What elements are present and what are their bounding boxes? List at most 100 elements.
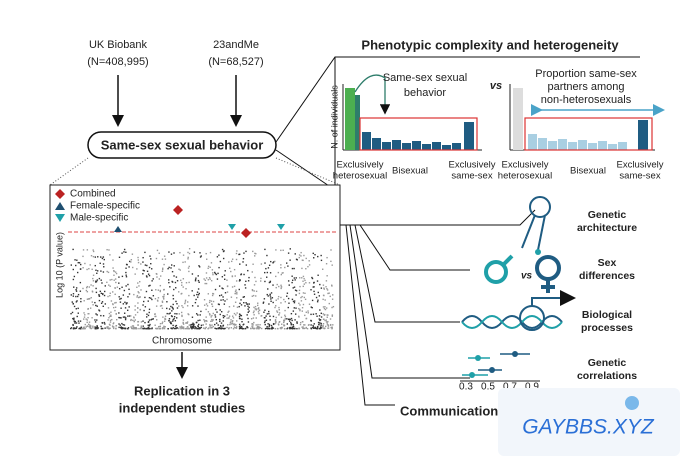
point [230,260,233,263]
point [102,256,105,258]
point [182,321,184,324]
point [162,267,164,269]
point [173,265,175,267]
point [169,312,171,314]
point [96,305,98,307]
point [109,324,111,326]
icon-sex [484,254,561,293]
point [136,327,138,330]
point [319,322,321,324]
point [286,323,289,325]
point [268,327,270,330]
point [282,249,284,251]
point [307,265,309,268]
point [257,323,259,326]
point [143,300,145,303]
point [114,271,117,273]
point [72,317,74,320]
y-axis-label: Log 10 (P value) [54,232,64,298]
point [144,251,146,254]
hit [228,224,236,230]
point [266,254,268,257]
point [253,310,255,312]
point [296,259,298,261]
point [83,318,85,320]
point [182,326,185,328]
finding: Sex [598,257,617,269]
point [143,309,145,312]
point [87,316,89,319]
point [212,273,214,276]
point [228,315,231,317]
point [123,251,125,253]
point [272,327,275,329]
point [121,327,124,329]
point [205,277,208,279]
point [239,279,241,281]
point [246,314,248,316]
point [154,313,156,315]
point [224,278,226,280]
point [322,325,324,327]
point [146,264,148,267]
point [233,326,236,328]
point [138,292,140,294]
point [294,319,296,321]
point [312,324,314,327]
point [158,252,160,254]
point [293,267,295,270]
point [115,272,118,275]
point [98,293,100,296]
point [152,318,154,320]
point [74,327,76,330]
point [290,327,292,330]
point [290,322,292,324]
point [197,319,199,322]
point [293,286,296,288]
point [79,281,82,284]
point [169,286,171,288]
point [174,312,176,315]
point [238,323,241,326]
point [303,283,306,285]
point [127,309,129,312]
point [118,296,120,298]
point [300,300,303,302]
point [274,260,276,263]
point [180,293,182,295]
point [318,323,320,326]
point [272,323,275,325]
point [327,314,329,316]
point [72,324,74,327]
point [329,318,332,320]
point [191,316,194,318]
point [209,266,211,268]
point [131,327,133,330]
point [133,316,135,318]
point [92,280,95,282]
point [205,326,207,329]
point [310,313,312,316]
point [94,264,96,267]
point [91,317,93,319]
point [150,262,152,265]
point [125,274,127,276]
point [84,327,86,330]
point [271,297,274,299]
point [121,322,123,325]
point [266,313,269,315]
point [256,326,258,329]
point [319,327,321,330]
point [271,326,273,329]
point [171,310,173,312]
point [322,313,324,315]
point [316,301,319,303]
point [257,325,259,328]
point [119,298,121,300]
point [231,315,234,317]
point [98,295,100,297]
point [266,271,269,274]
point [156,249,159,252]
point [230,296,233,298]
point [252,317,255,319]
